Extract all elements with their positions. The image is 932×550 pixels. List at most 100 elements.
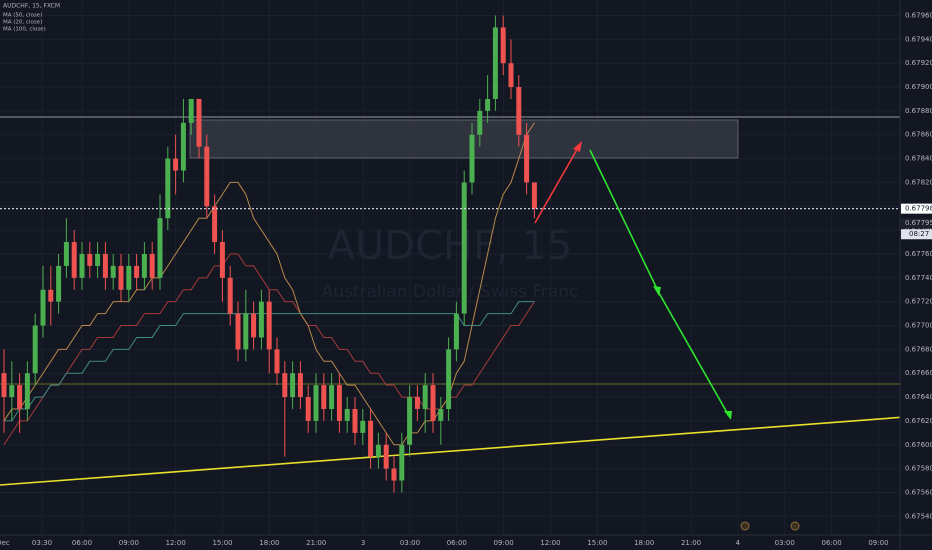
y-tick-label: 0.67600	[905, 441, 932, 449]
y-tick-label: 0.67760	[905, 250, 932, 258]
candle-body	[63, 242, 69, 266]
candle-body	[141, 253, 147, 278]
candle-body	[235, 313, 241, 350]
y-tick-label: 0.67840	[905, 155, 932, 163]
candle-body	[180, 122, 186, 171]
candle-body	[243, 313, 249, 350]
y-tick-label: 0.67960	[905, 12, 932, 20]
arrow	[534, 145, 580, 224]
candle-body	[212, 206, 218, 243]
candle-body	[469, 134, 475, 183]
candle-body	[149, 253, 155, 278]
y-tick-label: 0.67640	[905, 393, 932, 401]
moving-average	[3, 122, 535, 446]
y-tick-label: 0.67540	[905, 512, 932, 520]
candle-body	[500, 27, 506, 64]
chart-title: AUDCHF, 15, FXCM	[3, 3, 60, 10]
arrowhead	[724, 411, 732, 420]
candle-body	[336, 385, 342, 421]
y-tick-label: 0.67820	[905, 178, 932, 186]
candle-body	[516, 87, 522, 135]
x-tick-label: 12:00	[540, 539, 560, 547]
y-tick-label: 0.67880	[905, 107, 932, 115]
axes: 0.67540 0.67560 0.67580 0.67600 0.67620 0.676…	[0, 12, 932, 547]
candle-body	[453, 313, 459, 350]
price-tag	[901, 229, 932, 240]
x-tick-label: 3	[361, 539, 365, 547]
candle-body	[422, 385, 428, 409]
x-tick-label: 4	[736, 539, 741, 547]
trend-line	[0, 414, 932, 486]
last-price-label: 0.67798	[905, 205, 932, 213]
candle-body	[531, 182, 537, 209]
candle-body	[266, 301, 272, 350]
candle-body	[313, 385, 319, 421]
candle-body	[126, 265, 132, 290]
candle-body	[407, 397, 413, 445]
candle-body	[430, 385, 436, 421]
candle-body	[79, 253, 85, 278]
candle-body	[204, 146, 210, 207]
y-tick-label: 0.67860	[905, 131, 932, 139]
arrows	[534, 141, 732, 420]
candle-body	[32, 325, 38, 374]
x-tick-label: 18:00	[259, 539, 279, 547]
candle-body	[9, 385, 15, 398]
candle-body	[329, 385, 335, 409]
x-tick-label: Dec	[0, 539, 10, 547]
arrowhead	[573, 141, 582, 152]
arrowhead	[653, 286, 661, 296]
x-tick-label: 06:00	[72, 539, 92, 547]
candle-body	[290, 373, 296, 398]
price-axis	[900, 0, 932, 550]
candle-body	[165, 158, 171, 219]
candle-body	[477, 110, 483, 135]
candle-body	[118, 265, 124, 290]
event-icon[interactable]	[740, 521, 750, 531]
candle-body	[95, 253, 101, 266]
candle-body	[71, 242, 77, 278]
candle-body	[297, 373, 303, 398]
event-icon[interactable]	[790, 521, 800, 531]
price-tag	[901, 203, 932, 214]
x-tick-label: 15:00	[587, 539, 607, 547]
x-tick-label: 21:00	[306, 539, 326, 547]
candle-body	[414, 397, 420, 409]
x-tick-label: 09:00	[119, 539, 139, 547]
candle-body	[282, 373, 288, 398]
candle-body	[173, 158, 179, 171]
watermark-subtitle: Australian Dollar / Swiss Franc	[322, 282, 579, 302]
y-tick-label: 0.67900	[905, 83, 932, 91]
y-tick-label: 0.67940	[905, 35, 932, 43]
candle-body	[438, 408, 444, 421]
candle-body	[251, 313, 257, 338]
y-tick-label: 0.67920	[905, 59, 932, 67]
candle-body	[24, 373, 30, 409]
x-tick-label: 12:00	[166, 539, 186, 547]
candle-body	[321, 385, 327, 409]
watermark: AUDCHF, 15	[328, 223, 573, 269]
candle-body	[258, 301, 264, 338]
candle-body	[399, 444, 405, 481]
candle-body	[305, 397, 311, 421]
candle-body	[485, 98, 491, 111]
candle-body	[134, 265, 140, 278]
candle-body	[87, 253, 93, 266]
candle-body	[446, 349, 452, 409]
candle-body	[196, 98, 202, 147]
x-tick-label: 18:00	[634, 539, 654, 547]
y-tick-label: 0.67720	[905, 298, 932, 306]
candle-body	[274, 349, 280, 374]
x-tick-label: 03:30	[32, 539, 52, 547]
countdown-label: 08:27	[909, 230, 929, 238]
x-tick-label: 15:00	[212, 539, 232, 547]
x-tick-label: 06:00	[822, 539, 842, 547]
candle-body	[492, 27, 498, 99]
candle-body	[391, 468, 397, 481]
candle-body	[219, 242, 225, 278]
x-tick-label: 09:00	[868, 539, 888, 547]
legend-entry: MA (100, close)	[3, 27, 46, 33]
candle-body	[368, 420, 374, 457]
x-tick-label: 09:00	[494, 539, 514, 547]
candle-body	[352, 408, 358, 433]
